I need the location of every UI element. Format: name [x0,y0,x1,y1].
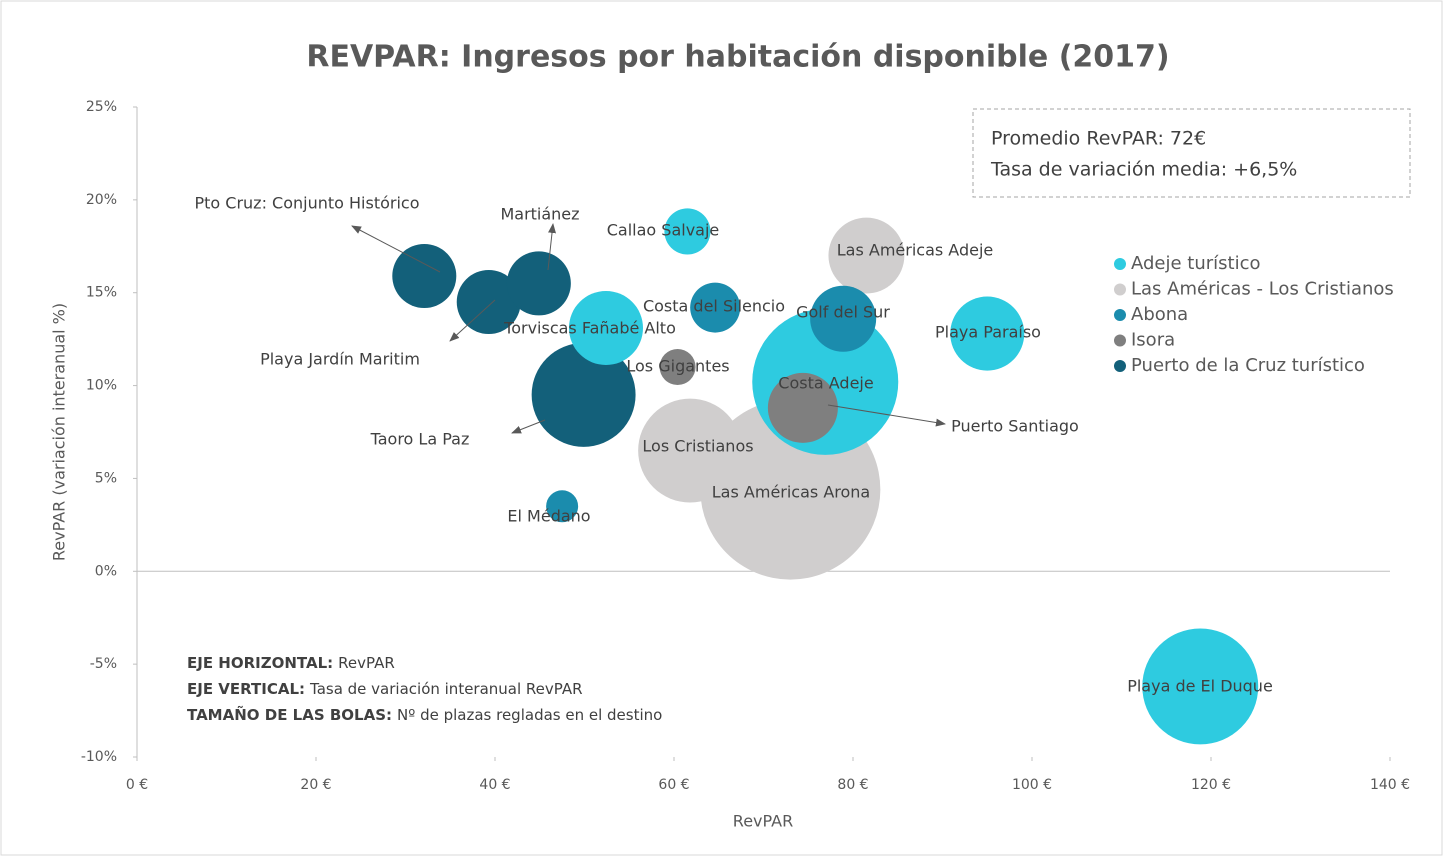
note-text: RevPAR [338,654,395,672]
y-tick-label: 25% [86,99,117,115]
data-label: Los Gigantes [626,357,729,376]
data-label: Playa Paraíso [935,323,1041,342]
note-text: Tasa de variación interanual RevPAR [309,680,583,698]
legend-swatch [1114,334,1126,347]
bubble [828,217,905,294]
bubble [1142,628,1259,745]
x-tick-label: 20 € [300,777,331,793]
bubble [456,270,521,334]
leader-arrow [449,299,496,342]
x-tick-label: 80 € [837,777,868,793]
x-tick-label: 60 € [658,777,689,793]
data-label: Las Américas Arona [712,483,870,502]
bubble [690,282,741,333]
leader-arrow [511,419,546,434]
y-tick-label: -5% [90,656,117,672]
data-label: Los Cristianos [642,437,753,456]
y-tick-label: 20% [86,192,117,208]
leader-arrow [351,225,441,273]
bubble [638,398,743,503]
note: TAMAÑO DE LAS BOLAS: Nº de plazas reglada… [187,705,662,724]
bubble [546,490,579,523]
y-tick-label: -10% [81,749,117,765]
summary-box [972,108,1411,198]
note-label: EJE VERTICAL: [187,680,305,698]
y-axis-label: RevPAR (variación interanual %) [50,303,69,561]
data-label: Costa Adeje [778,374,873,393]
leader-arrow [827,404,946,427]
y-tick-label: 0% [95,563,117,579]
bubble [568,290,643,366]
chart-title: REVPAR: Ingresos por habitación disponib… [306,40,1169,75]
legend-label: Isora [1131,330,1175,351]
data-label: Playa de El Duque [1127,677,1273,696]
summary-text: Tasa de variación media: +6,5% [990,159,1297,181]
data-label: Las Américas Adeje [837,241,994,260]
x-tick-label: 100 € [1012,777,1052,793]
y-tick-label: 15% [86,285,117,301]
bubble [659,349,696,385]
note: EJE VERTICAL: Tasa de variación interanua… [187,680,583,698]
note-text: Nº de plazas regladas en el destino [397,706,662,724]
x-tick-label: 0 € [126,777,148,793]
bubble [506,251,571,316]
summary-text: Promedio RevPAR: 72€ [991,128,1206,150]
legend-label: Puerto de la Cruz turístico [1131,355,1365,376]
y-tick-label: 5% [95,470,117,486]
data-label: Pto Cruz: Conjunto Histórico [194,194,419,213]
bubble [767,372,838,443]
legend-swatch [1114,258,1126,270]
note-label: EJE HORIZONTAL: [187,654,333,672]
note-label: TAMAÑO DE LAS BOLAS: [187,705,392,724]
x-tick-label: 140 € [1370,777,1410,793]
note: EJE HORIZONTAL: RevPAR [187,654,395,672]
legend-label: Adeje turístico [1131,253,1261,274]
data-label: Puerto Santiago [951,417,1079,436]
bubble [950,296,1025,371]
bubble [810,285,877,352]
legend-swatch [1114,360,1126,372]
x-axis-label: RevPAR [733,812,793,831]
x-tick-label: 40 € [479,777,510,793]
bubble [392,244,457,308]
bubble [664,208,711,255]
data-label: Taoro La Paz [370,430,470,449]
data-label: Costa del Silencio [643,297,785,316]
leader-arrow [547,223,557,271]
data-label: Martiánez [500,205,579,224]
data-label: Callao Salvaje [607,221,720,240]
legend-label: Abona [1131,304,1188,325]
data-label: El Médano [507,507,590,526]
legend-swatch [1114,309,1126,321]
data-label: Golf del Sur [796,303,890,322]
x-tick-label: 120 € [1191,777,1231,793]
data-label: Playa Jardín Maritim [260,350,420,369]
legend-label: Las Américas - Los Cristianos [1131,279,1394,300]
y-tick-label: 10% [86,378,117,394]
bubble [531,342,636,447]
data-label: Torviscas Fañabé Alto [503,319,676,338]
legend-swatch [1114,283,1126,296]
